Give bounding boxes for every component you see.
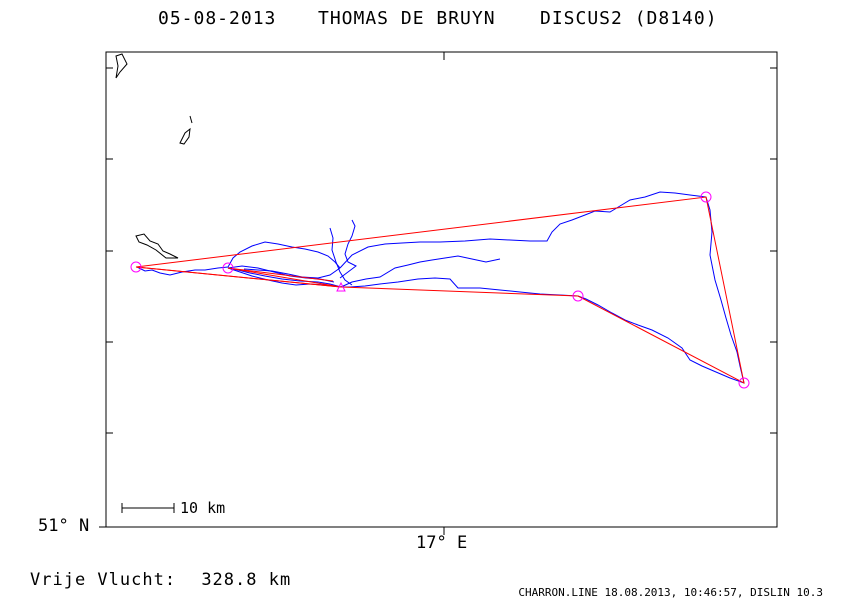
- flight-summary: Vrije Vlucht: 328.8 km: [30, 570, 291, 590]
- plot-frame: [105, 51, 778, 528]
- turnpoint-circle-icon: [222, 262, 234, 274]
- lake-outlines: [115, 53, 193, 259]
- longitude-label: 17° E: [416, 533, 468, 553]
- pilot-name: THOMAS DE BRUYN: [318, 8, 496, 29]
- flight-distance: 328.8 km: [201, 570, 292, 590]
- glider-type: DISCUS2 (D8140): [540, 8, 718, 29]
- flight-type-label: Vrije Vlucht:: [30, 570, 177, 590]
- scale-bar-icon: [121, 503, 175, 513]
- task-legs: [135, 196, 745, 384]
- turnpoint-circle-icon: [738, 377, 750, 389]
- map-title: 05-08-2013 THOMAS DE BRUYN DISCUS2 (D814…: [0, 8, 853, 32]
- turnpoint-circle-icon: [572, 290, 584, 302]
- software-credit: CHARRON.LINE 18.08.2013, 10:46:57, DISLI…: [518, 586, 823, 599]
- scale-bar-label: 10 km: [180, 499, 226, 517]
- turnpoint-circle-icon: [130, 261, 142, 273]
- turnpoint-circle-icon: [700, 191, 712, 203]
- flight-date: 05-08-2013: [158, 8, 277, 29]
- axis-ticks: [99, 52, 777, 535]
- gps-track: [136, 191, 745, 384]
- start-finish-triangle-icon: [336, 281, 346, 292]
- latitude-label: 51° N: [38, 516, 90, 536]
- turnpoints: [130, 191, 750, 389]
